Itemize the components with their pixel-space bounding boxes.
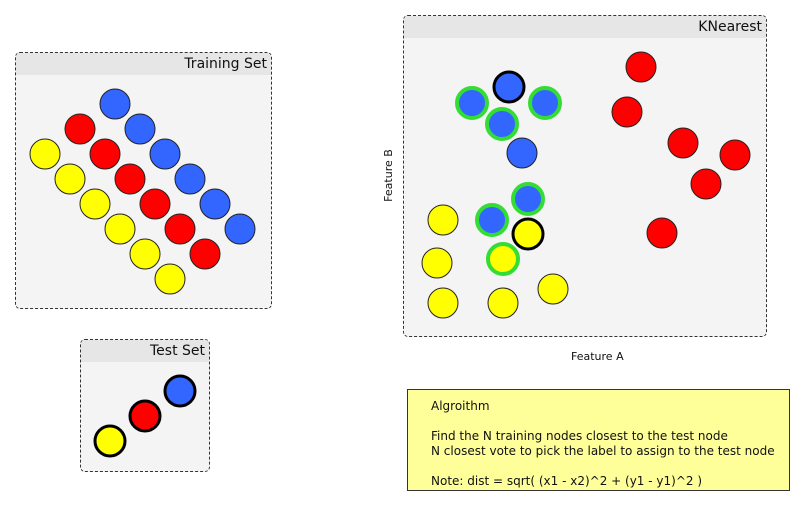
training-node (79, 188, 111, 220)
knearest-node-nearest (485, 107, 519, 141)
knearest-node-test (492, 70, 526, 104)
training-node (89, 138, 121, 170)
test-node-test (128, 399, 162, 433)
training-node (129, 238, 161, 270)
training-node (64, 113, 96, 145)
training-node (164, 213, 196, 245)
knearest-nodes (421, 51, 751, 319)
training-node (99, 88, 131, 120)
test-set-title: Test Set (81, 340, 209, 362)
knearest-node (690, 168, 722, 200)
x-axis-label: Feature A (571, 350, 624, 363)
knearest-node (625, 51, 657, 83)
training-node (124, 113, 156, 145)
test-node-test (163, 374, 197, 408)
knearest-node-nearest (455, 86, 489, 120)
knearest-node-nearest (475, 203, 509, 237)
training-node (189, 238, 221, 270)
training-node (54, 163, 86, 195)
knearest-node (537, 273, 569, 305)
algorithm-note: Note: dist = sqrt( (x1 - x2)^2 + (y1 - y… (431, 474, 703, 488)
knearest-title: KNearest (404, 16, 766, 38)
knearest-node (421, 247, 453, 279)
knearest-node-nearest (486, 242, 520, 276)
training-node (104, 213, 136, 245)
knearest-node-nearest (511, 182, 545, 216)
knearest-node (667, 127, 699, 159)
test-nodes (93, 374, 197, 458)
training-node (199, 188, 231, 220)
training-node (149, 138, 181, 170)
knearest-node (646, 217, 678, 249)
training-set-title: Training Set (16, 53, 271, 75)
knearest-node (611, 96, 643, 128)
algorithm-line-1: Find the N training nodes closest to the… (431, 429, 728, 443)
knearest-node (719, 139, 751, 171)
knearest-node-test (511, 217, 545, 251)
training-node (224, 213, 256, 245)
knearest-node (427, 287, 459, 319)
knearest-node (427, 204, 459, 236)
test-node-test (93, 424, 127, 458)
algorithm-line-2: N closest vote to pick the label to assi… (431, 444, 775, 458)
algorithm-box: Algroithm Find the N training nodes clos… (407, 389, 790, 491)
knearest-node (487, 287, 519, 319)
knearest-node (506, 137, 538, 169)
knearest-node-nearest (528, 86, 562, 120)
training-node (154, 263, 186, 295)
training-node (29, 138, 61, 170)
training-node (114, 163, 146, 195)
training-node (174, 163, 206, 195)
training-nodes (29, 88, 256, 295)
algorithm-title: Algroithm (431, 399, 490, 413)
training-node (139, 188, 171, 220)
